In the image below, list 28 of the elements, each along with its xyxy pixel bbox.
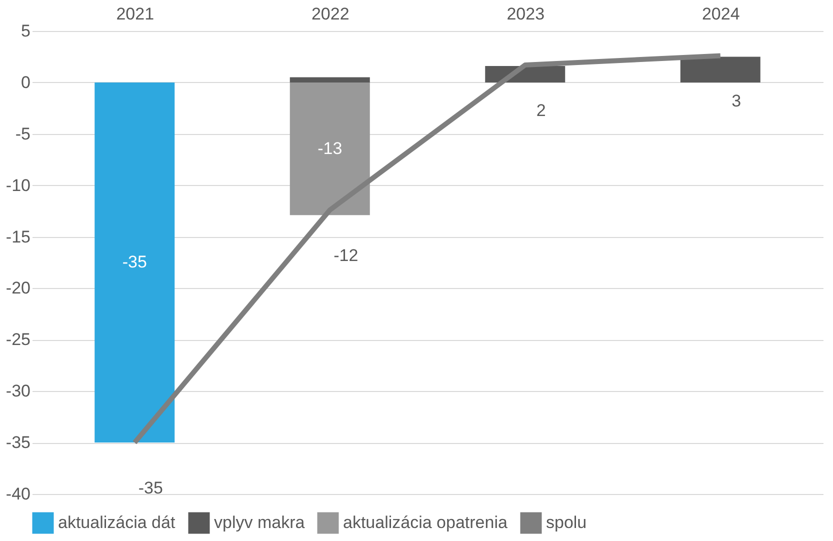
y-tick-label: 0 — [21, 72, 30, 92]
data-label: -12 — [334, 246, 358, 266]
y-tick-label: -25 — [6, 330, 30, 350]
x-tick-label: 2022 — [311, 4, 350, 24]
data-label: -35 — [138, 478, 163, 498]
y-tick-label: -5 — [15, 124, 30, 144]
x-tick-label: 2024 — [702, 4, 740, 24]
x-tick-label: 2023 — [506, 4, 545, 24]
y-tick-label: -15 — [6, 227, 30, 246]
legend-label: aktualizácia dát — [58, 513, 176, 532]
legend-label: aktualizácia opatrenia — [343, 513, 508, 532]
legend-label: vplyv makra — [214, 513, 306, 532]
bar — [94, 82, 175, 443]
y-tick-label: -20 — [6, 278, 30, 298]
y-tick-label: -10 — [6, 176, 30, 195]
bar — [290, 82, 370, 216]
legend-label: spolu — [546, 513, 587, 532]
data-label: -35 — [122, 252, 147, 272]
data-label: -13 — [318, 138, 342, 158]
y-tick-label: -40 — [6, 484, 30, 504]
x-tick-label: 2021 — [116, 4, 154, 24]
y-tick-label: -30 — [6, 382, 30, 401]
bar — [290, 77, 370, 82]
data-label: 2 — [536, 100, 546, 120]
y-tick-label: 5 — [21, 22, 30, 40]
bar — [680, 56, 760, 82]
data-label: 3 — [732, 92, 742, 111]
y-tick-label: -35 — [6, 433, 30, 452]
